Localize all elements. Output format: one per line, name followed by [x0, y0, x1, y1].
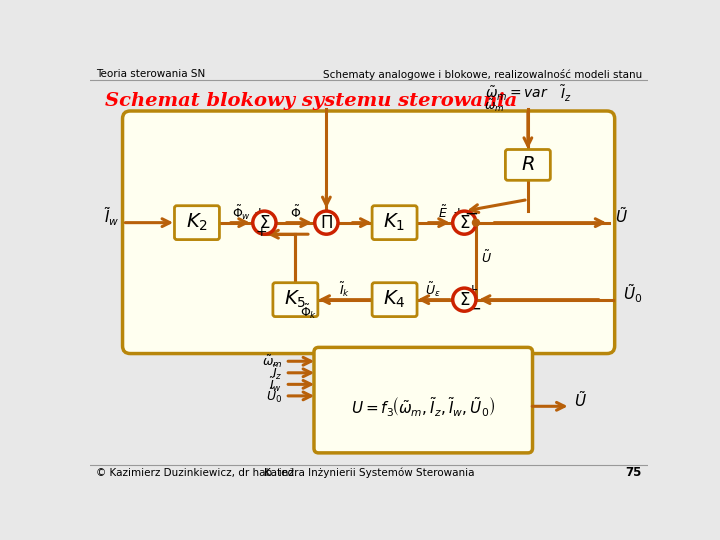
Text: $K_4$: $K_4$: [383, 289, 406, 310]
Text: $+$: $+$: [466, 282, 478, 296]
Text: $\Sigma$: $\Sigma$: [258, 214, 270, 232]
Text: $K_1$: $K_1$: [384, 212, 405, 233]
Text: $-$: $-$: [464, 204, 478, 221]
Text: $K_2$: $K_2$: [186, 212, 208, 233]
Text: $\tilde{I}_z$: $\tilde{I}_z$: [560, 84, 572, 104]
Text: $\tilde{I}_w$: $\tilde{I}_w$: [104, 205, 120, 228]
Text: $U = f_3\!\left(\tilde{\omega}_m, \tilde{I}_z, \tilde{I}_w, \tilde{U}_0\right)$: $U = f_3\!\left(\tilde{\omega}_m, \tilde…: [351, 395, 495, 418]
Text: $\tilde{U}$: $\tilde{U}$: [616, 206, 629, 226]
Text: $\Pi$: $\Pi$: [320, 214, 333, 232]
Text: $\tilde{I}_w$: $\tilde{I}_w$: [269, 375, 282, 394]
Circle shape: [472, 219, 480, 226]
Text: $\tilde{I}_k$: $\tilde{I}_k$: [339, 280, 351, 299]
Circle shape: [453, 288, 476, 311]
FancyBboxPatch shape: [273, 283, 318, 316]
Text: $\tilde{\omega}_m = var$: $\tilde{\omega}_m = var$: [485, 85, 549, 103]
FancyBboxPatch shape: [372, 283, 417, 316]
Text: $\tilde{\Phi}_w$: $\tilde{\Phi}_w$: [232, 204, 251, 222]
FancyBboxPatch shape: [314, 347, 533, 453]
Text: Schemat blokowy systemu sterowania: Schemat blokowy systemu sterowania: [104, 92, 517, 110]
Text: Katedra Inżynierii Systemów Sterowania: Katedra Inżynierii Systemów Sterowania: [264, 468, 474, 478]
FancyBboxPatch shape: [372, 206, 417, 240]
Circle shape: [253, 211, 276, 234]
Text: $\tilde{\omega}_m$: $\tilde{\omega}_m$: [485, 97, 505, 114]
Text: $\tilde{E}$: $\tilde{E}$: [438, 205, 448, 221]
Text: $\tilde{U}$: $\tilde{U}$: [481, 249, 492, 266]
Text: $\tilde{I}_z$: $\tilde{I}_z$: [271, 363, 282, 382]
Text: $\tilde{\omega}_m$: $\tilde{\omega}_m$: [261, 353, 282, 369]
Text: $\Sigma$: $\Sigma$: [459, 214, 470, 232]
Text: $R$: $R$: [521, 156, 535, 174]
FancyBboxPatch shape: [174, 206, 220, 240]
Text: $\tilde{U}_0$: $\tilde{U}_0$: [624, 282, 643, 305]
Circle shape: [315, 211, 338, 234]
Text: © Kazimierz Duzinkiewicz, dr hab. inż.: © Kazimierz Duzinkiewicz, dr hab. inż.: [96, 468, 297, 478]
Text: $\tilde{\Phi}$: $\tilde{\Phi}$: [290, 205, 301, 221]
Text: $-$: $-$: [467, 298, 481, 316]
Text: $+$: $+$: [255, 225, 267, 239]
FancyBboxPatch shape: [505, 150, 550, 180]
Text: Teoria sterowania SN: Teoria sterowania SN: [96, 69, 205, 79]
Text: $K_5$: $K_5$: [284, 289, 307, 310]
Text: $\Sigma$: $\Sigma$: [459, 292, 470, 309]
Text: $\tilde{\Phi}_k$: $\tilde{\Phi}_k$: [300, 303, 318, 321]
Text: $\tilde{U}_\varepsilon$: $\tilde{U}_\varepsilon$: [426, 280, 441, 299]
FancyBboxPatch shape: [122, 111, 615, 354]
Text: Schematy analogowe i blokowe, realizowalność modeli stanu: Schematy analogowe i blokowe, realizowal…: [323, 69, 642, 79]
Text: $+$: $+$: [253, 206, 265, 220]
Text: $\tilde{U}_0$: $\tilde{U}_0$: [266, 387, 282, 405]
Circle shape: [453, 211, 476, 234]
Text: $+$: $+$: [452, 206, 464, 220]
Text: 75: 75: [626, 467, 642, 480]
Text: $\tilde{U}$: $\tilde{U}$: [575, 390, 588, 410]
